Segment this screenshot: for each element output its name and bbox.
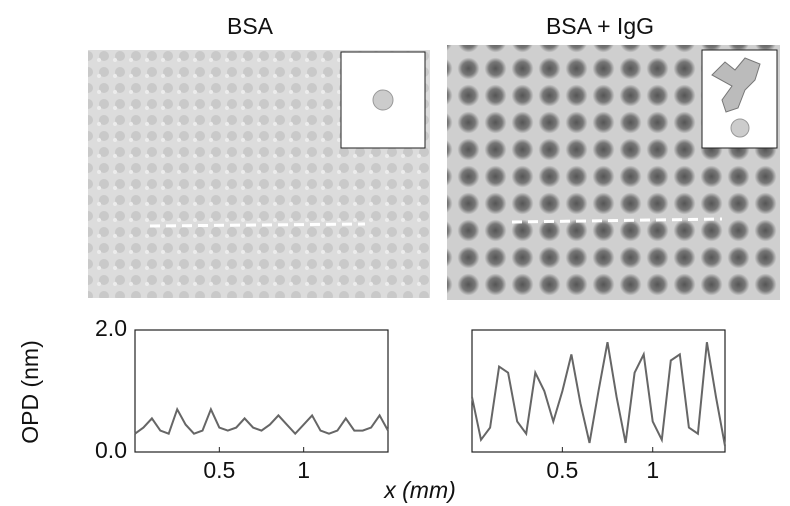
x-tick-label: 0.5: [203, 457, 235, 483]
y-axis-label: OPD (nm): [17, 340, 43, 444]
x-tick-label: 1: [646, 457, 659, 483]
igg-inset: [701, 49, 778, 149]
y-tick-label: 2.0: [95, 315, 127, 341]
x-tick-label: 0.5: [546, 457, 578, 483]
x-tick-label: 1: [297, 457, 310, 483]
y-tick-label: 0.0: [95, 437, 127, 463]
plot-frame: [134, 329, 389, 453]
panel-title: BSA + IgG: [546, 13, 654, 39]
bsa-inset: [340, 51, 426, 149]
profile-line: [511, 217, 723, 224]
data-line: [471, 342, 726, 447]
panel-title: BSA: [227, 13, 274, 39]
x-axis-label: x (mm): [383, 477, 456, 503]
profile-line: [149, 222, 366, 228]
data-line: [134, 406, 389, 436]
